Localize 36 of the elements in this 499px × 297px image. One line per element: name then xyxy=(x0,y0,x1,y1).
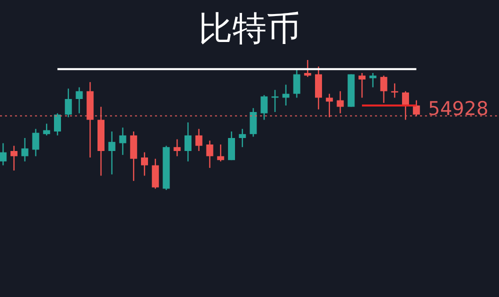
candlestick xyxy=(32,128,40,157)
candlestick xyxy=(380,75,388,104)
candlestick xyxy=(184,122,192,162)
chart-title: 比特币 xyxy=(198,8,302,51)
candlestick xyxy=(391,82,398,98)
candlestick xyxy=(108,130,116,175)
candlestick xyxy=(217,144,224,162)
candlestick xyxy=(0,142,7,166)
candlestick xyxy=(250,108,257,138)
candlestick xyxy=(119,127,126,156)
candlestick xyxy=(369,72,376,88)
candlestick xyxy=(206,140,214,168)
candlestick xyxy=(336,90,344,114)
candlestick xyxy=(326,93,333,118)
candlestick xyxy=(195,128,202,152)
candlestick xyxy=(141,152,148,176)
candlestick xyxy=(282,84,290,106)
candlestick xyxy=(293,68,300,98)
candlestick xyxy=(412,100,420,116)
candlestick xyxy=(76,86,83,114)
candlestick xyxy=(54,112,61,136)
candlestick xyxy=(21,137,28,162)
candlestick xyxy=(228,130,236,161)
text: 54928 xyxy=(428,98,488,120)
candlestick xyxy=(130,130,138,182)
candlestick xyxy=(304,60,312,78)
candlestick xyxy=(43,123,50,136)
candlestick xyxy=(152,158,159,190)
candlestick xyxy=(358,72,366,98)
candlestick xyxy=(260,94,268,120)
candlestick xyxy=(238,128,246,148)
candlestick xyxy=(174,138,181,157)
candlestick xyxy=(10,145,18,172)
candlestick xyxy=(64,88,72,118)
candlestick xyxy=(402,90,410,120)
candlestick xyxy=(315,66,322,110)
